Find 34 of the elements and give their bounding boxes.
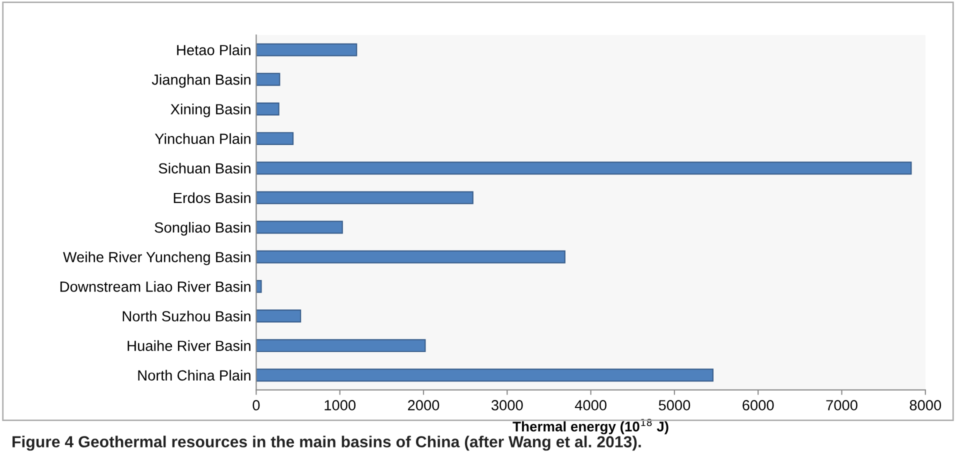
x-tick-label: 3000 [491, 400, 523, 410]
y-tick-label: Sichuan Basin [158, 162, 250, 174]
bar [256, 102, 280, 116]
y-tick-label: Weihe River Yuncheng Basin [63, 252, 250, 266]
x-tick-label: 6000 [742, 400, 774, 410]
y-tick-label: Downstream Liao River Basin [60, 281, 250, 292]
bar [256, 339, 426, 352]
bar [256, 368, 714, 382]
bar [256, 310, 302, 322]
y-tick-label: Erdos Basin [174, 192, 250, 204]
bar [256, 162, 912, 175]
bar [256, 43, 358, 56]
bar [256, 280, 262, 293]
y-tick-label: North China Plain [138, 370, 250, 381]
bar [256, 250, 566, 264]
x-tick-label: 4000 [574, 400, 606, 410]
bar [256, 132, 294, 146]
x-tick-label: 1000 [324, 400, 356, 410]
x-tick-label: 2000 [408, 400, 440, 410]
y-tick-label: Hetao Plain [177, 44, 250, 56]
x-tick-label: 0 [252, 400, 260, 410]
y-tick-label: North Suzhou Basin [122, 310, 250, 322]
y-tick-label: Huaihe River Basin [128, 340, 250, 352]
x-tick-label: 5000 [658, 400, 690, 410]
y-tick-label: Yinchuan Plain [154, 133, 250, 144]
bar [256, 191, 474, 204]
bar [256, 72, 280, 86]
x-tick-label: 7000 [826, 400, 858, 410]
y-tick-label: Xining Basin [170, 104, 250, 118]
bar [256, 220, 343, 234]
y-tick-label: Songliao Basin [154, 222, 250, 236]
y-tick-label: Jianghan Basin [152, 74, 250, 88]
x-tick-label: 8000 [910, 400, 942, 410]
caption: Figure 4 Geothermal resources in the main basins of China (after Wang et al. 2013). [12, 436, 641, 451]
